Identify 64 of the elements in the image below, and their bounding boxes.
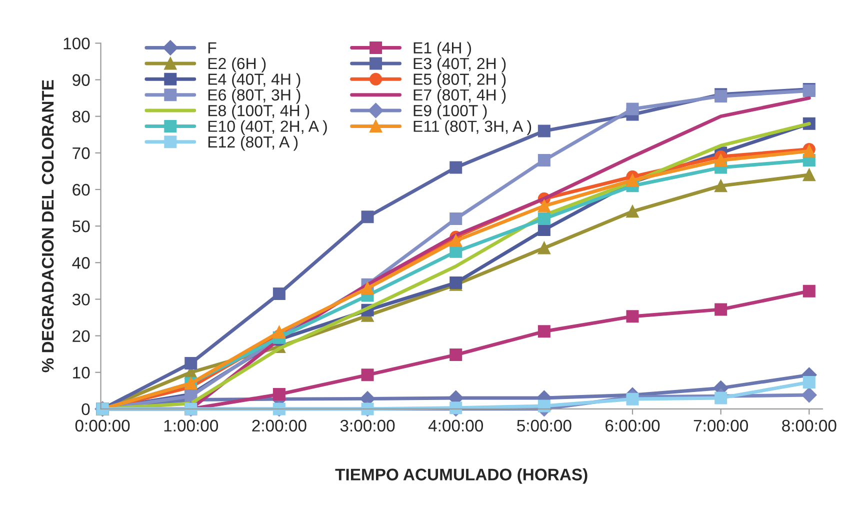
point xyxy=(626,310,639,323)
point xyxy=(538,242,550,254)
legend-label: E1 (4H ) xyxy=(414,42,471,57)
legend-label: F xyxy=(208,42,216,54)
point xyxy=(272,388,286,401)
legend-label: E12 (80T, A ) xyxy=(208,136,298,151)
legend-label: E9 (100T ) xyxy=(414,104,487,120)
point xyxy=(361,210,374,224)
point xyxy=(714,180,728,192)
point xyxy=(714,154,728,166)
y-tick-label: 60 xyxy=(72,184,90,196)
legend-label: E3 (40T, 2H ) xyxy=(414,57,506,72)
y-axis-title: % DEGRADACION DEL COLORANTE xyxy=(42,80,54,372)
point xyxy=(450,161,462,174)
y-tick-label: 0 xyxy=(82,403,90,416)
y-tick-label: 70 xyxy=(72,147,90,160)
point xyxy=(714,392,728,404)
x-tick-label: 1:00:00 xyxy=(164,420,218,432)
point xyxy=(184,356,198,370)
x-tick-label: 4:00:00 xyxy=(428,420,483,432)
point xyxy=(450,348,462,362)
point xyxy=(626,102,639,116)
y-tick-label: 20 xyxy=(72,330,90,342)
legend-label: E5 (80T, 2H ) xyxy=(414,73,506,88)
x-tick-label: 6:00:00 xyxy=(606,420,660,432)
point xyxy=(450,234,462,247)
x-tick-label: 0:00:00 xyxy=(75,420,130,432)
y-tick-label: 80 xyxy=(72,110,90,123)
legend-label: E2 (6H ) xyxy=(208,57,266,72)
point xyxy=(626,205,639,218)
y-tick-label: 100 xyxy=(64,38,90,50)
point xyxy=(802,284,816,298)
point xyxy=(272,287,286,300)
point xyxy=(802,168,816,182)
x-tick-label: 5:00:00 xyxy=(517,420,572,432)
x-tick-label: 2:00:00 xyxy=(252,420,306,432)
legend-label: E8 (100T, 4H ) xyxy=(208,104,310,120)
y-tick-label: 30 xyxy=(72,294,90,306)
legend-label: E11 (80T, 3H, A ) xyxy=(414,120,532,136)
y-tick-label: 40 xyxy=(72,257,90,269)
point xyxy=(538,400,550,412)
point xyxy=(538,325,550,338)
point xyxy=(802,387,817,403)
legend-label: E6 (80T, 3H ) xyxy=(208,88,300,104)
point xyxy=(272,326,286,338)
y-tick-label: 90 xyxy=(72,74,90,86)
point xyxy=(361,368,374,382)
point xyxy=(538,200,550,212)
point xyxy=(538,154,550,166)
point xyxy=(538,124,550,138)
x-axis-title: TIEMPO ACUMULADO (HORAS) xyxy=(335,468,588,484)
point xyxy=(450,212,462,225)
legend-label: E10 (40T, 2H, A ) xyxy=(208,120,327,136)
y-tick-label: 50 xyxy=(72,220,90,232)
x-tick-label: 7:00:00 xyxy=(694,420,748,432)
x-tick-label: 8:00:00 xyxy=(782,420,836,432)
point xyxy=(538,212,550,225)
point xyxy=(802,376,816,388)
point xyxy=(714,303,728,316)
point xyxy=(626,392,639,406)
legend-label: E4 (40T, 4H ) xyxy=(208,73,300,88)
y-tick-label: 10 xyxy=(73,366,90,379)
x-tick-label: 3:00:00 xyxy=(340,420,395,432)
legend-label: E7 (80T, 4H ) xyxy=(414,88,506,104)
